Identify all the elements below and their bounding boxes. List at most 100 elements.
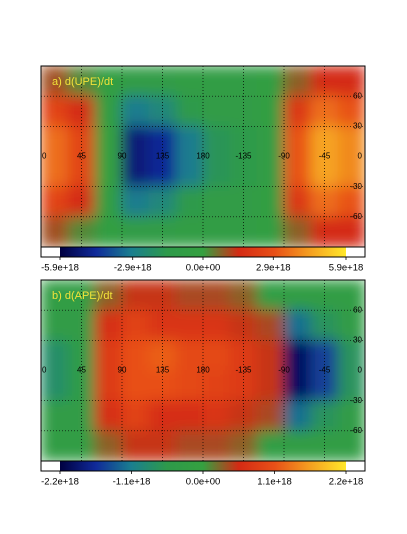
heatmap-cell — [202, 186, 231, 218]
heatmap-cell — [94, 125, 123, 157]
y-tick-label: 60 — [353, 91, 362, 100]
heatmap-cell — [121, 339, 150, 371]
heatmap-cell — [41, 430, 69, 461]
heatmap-cell — [41, 216, 69, 247]
heatmap-cell — [202, 66, 231, 97]
heatmap-cell — [121, 400, 150, 432]
heatmap-cell — [202, 309, 231, 341]
heatmap-cell — [256, 66, 285, 97]
colorbar-tick-label: 1.1e+18 — [257, 477, 292, 488]
heatmap-cell — [121, 309, 150, 341]
heatmap-cell — [202, 216, 231, 247]
heatmap-cell — [202, 370, 231, 402]
y-tick-label: -30 — [350, 182, 362, 191]
heatmap-cell — [202, 95, 231, 127]
colorbar-tick-label: -1.1e+18 — [113, 477, 151, 488]
heatmap-cell — [283, 309, 312, 341]
heatmap-cell — [94, 66, 123, 97]
heatmap-cell — [121, 186, 150, 218]
y-tick-label: 60 — [353, 305, 362, 314]
heatmap-cell — [202, 400, 231, 432]
heatmap-cell — [121, 156, 150, 188]
heatmap-cell — [283, 95, 312, 127]
colorbar-tick-label: -2.9e+18 — [114, 263, 152, 274]
x-tick-label: 180 — [196, 152, 210, 161]
heatmap-cell — [41, 280, 69, 311]
heatmap-cell — [256, 216, 285, 247]
heatmap-cell — [256, 370, 285, 402]
panel-title: a) d(UPE)/dt — [52, 76, 113, 88]
heatmap-cell — [256, 430, 285, 461]
heatmap-cell — [175, 95, 204, 127]
heatmap-cell — [202, 339, 231, 371]
x-tick-label: 135 — [156, 366, 170, 375]
heatmap-cell — [283, 125, 312, 157]
heatmap — [41, 280, 365, 461]
x-tick-label: 45 — [77, 152, 86, 161]
heatmap-cell — [94, 339, 123, 371]
heatmap-cell — [175, 66, 204, 97]
colorbar-tick-label: -5.9e+18 — [41, 263, 79, 274]
heatmap-cell — [94, 186, 123, 218]
x-tick-label: 180 — [196, 366, 210, 375]
colorbar-tick-label: 2.9e+18 — [256, 263, 291, 274]
heatmap-cell — [283, 400, 312, 432]
heatmap-cell — [94, 430, 123, 461]
x-tick-label: 45 — [77, 366, 86, 375]
heatmap-cell — [41, 370, 69, 402]
heatmap-cell — [175, 430, 204, 461]
heatmap-cell — [175, 370, 204, 402]
heatmap-cell — [94, 400, 123, 432]
heatmap-cell — [256, 95, 285, 127]
colorbar — [60, 461, 346, 471]
heatmap-cell — [283, 370, 312, 402]
heatmap-cell — [256, 156, 285, 188]
heatmap-cell — [283, 339, 312, 371]
heatmap-cell — [121, 95, 150, 127]
heatmap-cell — [175, 186, 204, 218]
panel-title: b) d(APE)/dt — [52, 290, 113, 302]
x-tick-label: 0 — [42, 366, 47, 375]
y-tick-label: 30 — [353, 335, 362, 344]
heatmap-cell — [256, 186, 285, 218]
heatmap-cell — [337, 186, 365, 218]
heatmap-cell — [202, 156, 231, 188]
y-tick-label: -60 — [350, 212, 362, 221]
heatmap-cell — [337, 95, 365, 127]
heatmap-cell — [175, 400, 204, 432]
heatmap-cell — [175, 339, 204, 371]
heatmap-cell — [283, 216, 312, 247]
heatmap-cell — [256, 125, 285, 157]
x-tick-label: -135 — [235, 366, 252, 375]
heatmap-cell — [256, 339, 285, 371]
heatmap-cell — [175, 125, 204, 157]
x-tick-label: -45 — [319, 366, 331, 375]
heatmap-cell — [121, 66, 150, 97]
x-tick-label: 0 — [358, 152, 363, 161]
heatmap-cell — [283, 66, 312, 97]
heatmap-cell — [337, 339, 365, 371]
heatmap-cell — [41, 66, 69, 97]
heatmap-cell — [121, 430, 150, 461]
heatmap-cell — [337, 216, 365, 247]
x-tick-label: 90 — [118, 366, 127, 375]
heatmap-cell — [283, 156, 312, 188]
heatmap-cell — [337, 125, 365, 157]
heatmap-cell — [202, 430, 231, 461]
heatmap-cell — [337, 309, 365, 341]
x-tick-label: 0 — [358, 366, 363, 375]
y-tick-label: -30 — [350, 396, 362, 405]
heatmap-cell — [121, 370, 150, 402]
x-tick-label: -90 — [278, 366, 290, 375]
colorbar-tick-label: 2.2e+18 — [329, 477, 364, 488]
heatmap-cell — [41, 186, 69, 218]
x-tick-label: 0 — [42, 152, 47, 161]
heatmap-cell — [256, 309, 285, 341]
heatmap-cell — [337, 400, 365, 432]
colorbar-tick-label: -2.2e+18 — [41, 477, 79, 488]
heatmap-cell — [94, 156, 123, 188]
heatmap-cell — [94, 280, 123, 311]
heatmap-cell — [175, 309, 204, 341]
